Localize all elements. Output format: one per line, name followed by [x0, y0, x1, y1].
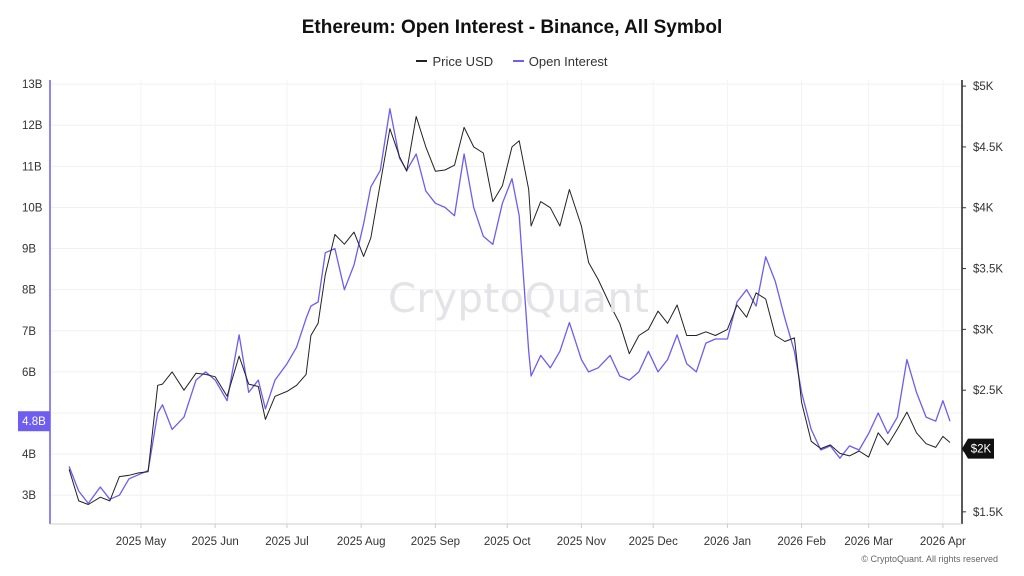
legend-item-price[interactable]: Price USD — [416, 54, 493, 69]
legend-swatch-open-interest — [512, 60, 524, 62]
right-tick-label: $3.5K — [973, 264, 1003, 276]
right-tick-label: $2.5K — [973, 385, 1003, 397]
legend-label-open-interest: Open Interest — [528, 53, 608, 69]
left-tick-label: 4B — [22, 449, 36, 461]
series-line-open-interest — [68, 108, 951, 505]
left-tick-label: 8B — [22, 285, 36, 297]
x-tick-label: 2025 Jun — [192, 536, 239, 548]
right-tick-label: $3K — [973, 324, 994, 336]
right-tick-label: $1.5K — [973, 507, 1003, 519]
x-axis-ticks: 2025 May 2025 Jun 2025 Jul 2025 Aug 2025 Sep… — [116, 524, 966, 548]
x-tick-label: 2026 Feb — [777, 536, 826, 548]
legend-swatch-price — [416, 60, 428, 62]
badge-left-label: 4.8B — [22, 416, 46, 428]
left-tick-label: 10B — [22, 202, 43, 214]
right-tick-label: $4.5K — [973, 142, 1003, 154]
x-tick-label: 2025 Nov — [557, 536, 606, 548]
left-tick-label: 7B — [22, 326, 36, 338]
left-tick-label: 11B — [22, 161, 42, 173]
badge-left-bg — [18, 411, 50, 432]
x-tick-label: 2025 Sep — [411, 536, 460, 548]
right-tick-label: $5K — [973, 81, 994, 93]
x-tick-label: 2026 Mar — [844, 536, 893, 548]
left-tick-label: 3B — [22, 490, 36, 502]
left-tick-label: 9B — [22, 244, 36, 256]
left-tick-label: 12B — [22, 120, 43, 132]
x-tick-label: 2025 Jul — [265, 536, 308, 548]
right-tick-label: $4K — [973, 203, 994, 215]
axes — [49, 80, 963, 525]
legend-item-open-interest[interactable]: Open Interest — [512, 53, 608, 69]
series-line-price — [68, 116, 951, 505]
current-value-badges: 4.8B $2K — [18, 411, 994, 459]
left-tick-label: 6B — [22, 367, 36, 379]
x-tick-label: 2025 Dec — [629, 536, 678, 548]
legend-label-price: Price USD — [432, 53, 494, 69]
watermark: CryptoQuant — [388, 276, 650, 322]
copyright-notice: © CryptoQuant. All rights reserved — [861, 554, 998, 564]
legend: Price USD Open Interest — [0, 50, 1024, 69]
x-tick-label: 2026 Apr — [920, 536, 966, 548]
x-tick-label: 2026 Jan — [704, 536, 751, 548]
left-tick-label: 13B — [22, 79, 43, 91]
badge-right-label: $2K — [971, 444, 992, 456]
chart-title: Ethereum: Open Interest - Binance, All S… — [301, 17, 723, 38]
left-axis-ticks: 3B 4B 6B 7B 8B 9B 10B 11B 12B 13B — [22, 79, 43, 502]
x-tick-label: 2025 Aug — [337, 536, 386, 548]
gridlines — [50, 80, 962, 524]
x-tick-label: 2025 Oct — [484, 536, 531, 548]
badge-right-bg — [962, 438, 994, 459]
series-lines — [68, 108, 951, 505]
right-axis-ticks: $1.5K $2.5K $3K $3.5K $4K $4.5K $5K — [962, 81, 1003, 519]
x-tick-label: 2025 May — [116, 536, 167, 548]
